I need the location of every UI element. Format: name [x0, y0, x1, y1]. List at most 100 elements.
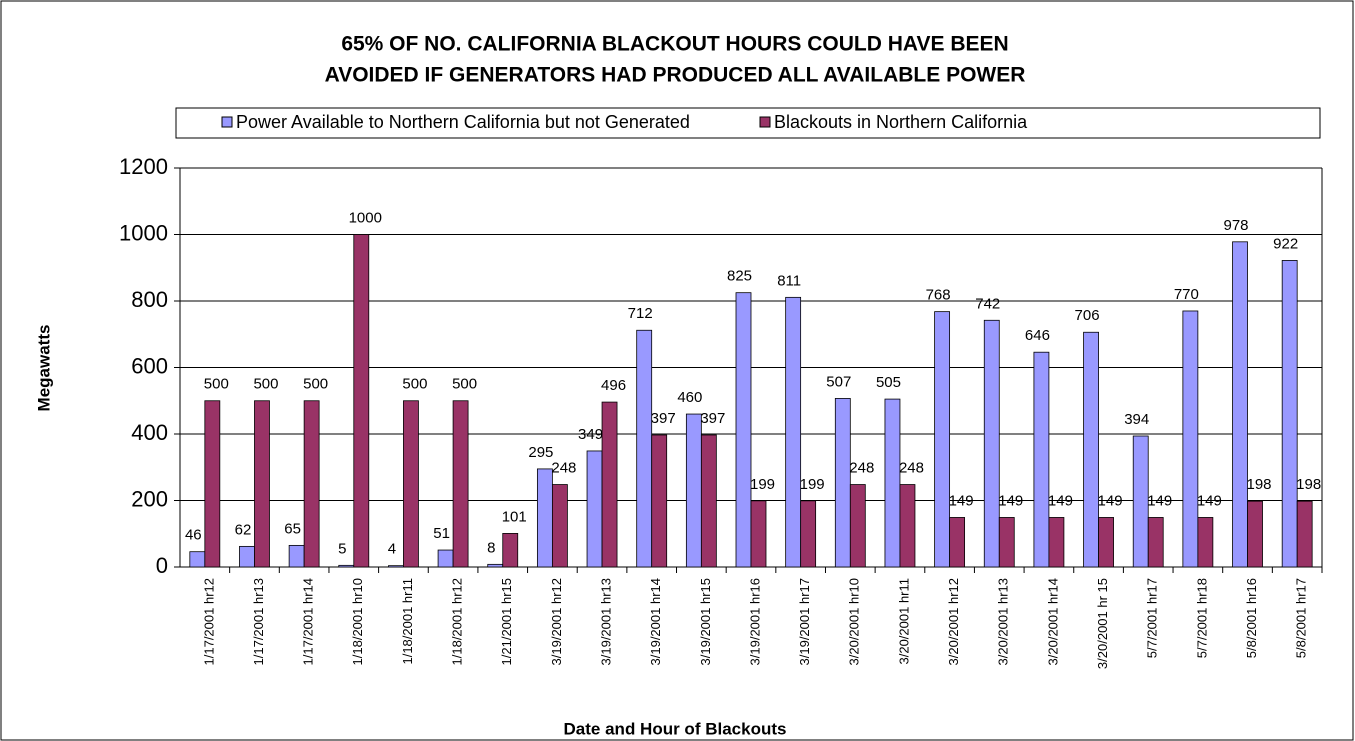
bar — [437, 549, 454, 568]
bar — [834, 398, 851, 568]
bar — [601, 401, 618, 568]
y-tick-label: 400 — [131, 420, 168, 445]
bar — [536, 468, 553, 568]
data-label: 8 — [487, 539, 495, 556]
y-tick-label: 200 — [131, 486, 168, 511]
data-label: 198 — [1296, 476, 1321, 493]
data-label: 149 — [1098, 492, 1123, 509]
x-tick-label: 3/19/2001 hr15 — [698, 578, 713, 665]
bar — [750, 500, 767, 568]
x-tick-label: 3/20/2001 hr12 — [946, 578, 961, 665]
x-tick-label: 3/19/2001 hr17 — [797, 578, 812, 665]
x-tick-label: 1/17/2001 hr13 — [251, 578, 266, 665]
data-label: 811 — [777, 272, 801, 289]
bar — [1147, 517, 1164, 568]
data-label: 742 — [975, 295, 1000, 312]
bar — [452, 400, 469, 568]
x-tick-label: 1/18/2001 hr11 — [400, 578, 415, 665]
x-tick-label: 3/20/2001 hr13 — [996, 578, 1011, 665]
bar — [551, 484, 568, 568]
bar — [899, 484, 916, 568]
x-tick-label: 1/21/2001 hr15 — [499, 578, 514, 665]
x-tick-label: 3/19/2001 hr16 — [747, 578, 762, 665]
data-label: 198 — [1247, 476, 1272, 493]
data-label: 496 — [601, 377, 626, 394]
data-label: 349 — [578, 426, 603, 443]
x-axis-title: Date and Hour of Blackouts — [564, 719, 787, 738]
bar — [303, 400, 320, 568]
bar — [685, 413, 702, 568]
data-label: 149 — [949, 492, 974, 509]
bar — [1296, 500, 1313, 568]
data-label: 248 — [849, 460, 874, 477]
bar — [849, 484, 866, 568]
data-label: 62 — [235, 521, 252, 538]
x-tick-label: 3/20/2001 hr 15 — [1095, 578, 1110, 669]
data-label: 248 — [899, 460, 924, 477]
data-label: 149 — [1147, 492, 1172, 509]
x-tick-label: 1/17/2001 hr14 — [301, 578, 316, 665]
bar — [1083, 331, 1099, 568]
bar — [884, 398, 901, 568]
x-tick-label: 3/19/2001 hr12 — [549, 578, 564, 665]
y-tick-label: 0 — [156, 553, 168, 578]
data-label: 712 — [628, 305, 653, 322]
legend-box — [175, 107, 1321, 139]
bar — [1232, 241, 1248, 568]
bar — [998, 517, 1015, 568]
x-tick-label: 5/8/2001 hr17 — [1294, 578, 1309, 658]
data-label: 149 — [1197, 492, 1222, 509]
x-tick-label: 5/7/2001 hr18 — [1194, 578, 1209, 658]
x-tick-label: 1/18/2001 hr10 — [350, 578, 365, 665]
data-label: 149 — [1048, 492, 1073, 509]
bar — [189, 551, 206, 568]
y-tick-label: 1200 — [119, 154, 168, 179]
data-label: 295 — [528, 444, 553, 461]
bar — [502, 533, 519, 568]
bar — [586, 450, 603, 568]
data-label: 4 — [388, 541, 396, 558]
bar — [651, 434, 668, 568]
bar — [239, 545, 255, 568]
bar — [388, 565, 404, 568]
data-label: 706 — [1075, 307, 1100, 324]
data-label: 646 — [1025, 327, 1050, 344]
data-label: 460 — [677, 389, 702, 406]
bar — [1197, 517, 1214, 568]
bar — [1033, 351, 1050, 568]
data-label: 149 — [998, 492, 1023, 509]
chart-title: AVOIDED IF GENERATORS HAD PRODUCED ALL A… — [325, 64, 1026, 87]
x-tick-label: 1/17/2001 hr12 — [201, 578, 216, 665]
data-label: 978 — [1224, 217, 1249, 234]
data-label: 505 — [876, 374, 901, 391]
data-label: 500 — [204, 376, 229, 393]
bar — [254, 400, 270, 568]
data-label: 51 — [433, 525, 450, 542]
data-label: 825 — [727, 268, 752, 285]
bar — [1182, 310, 1199, 568]
y-tick-label: 800 — [131, 287, 168, 312]
bar — [288, 544, 305, 568]
data-label: 922 — [1273, 235, 1298, 252]
bar — [1098, 517, 1114, 568]
bar — [1281, 260, 1298, 568]
x-tick-label: 1/18/2001 hr12 — [450, 578, 465, 665]
bar — [487, 563, 504, 568]
x-tick-label: 3/19/2001 hr13 — [598, 578, 613, 665]
data-label: 1000 — [349, 209, 382, 226]
bar — [949, 517, 966, 568]
bar — [353, 234, 370, 568]
data-label: 5 — [338, 540, 346, 557]
bar — [636, 329, 653, 568]
data-label: 500 — [303, 376, 328, 393]
bar — [800, 500, 817, 568]
data-label: 248 — [551, 460, 576, 477]
y-axis-title: Megawatts — [34, 325, 53, 412]
x-tick-label: 3/19/2001 hr14 — [648, 578, 663, 665]
data-label: 768 — [926, 287, 951, 304]
data-label: 397 — [700, 410, 725, 427]
data-label: 65 — [284, 520, 301, 537]
legend-swatch — [221, 116, 233, 128]
bar — [1247, 500, 1263, 568]
